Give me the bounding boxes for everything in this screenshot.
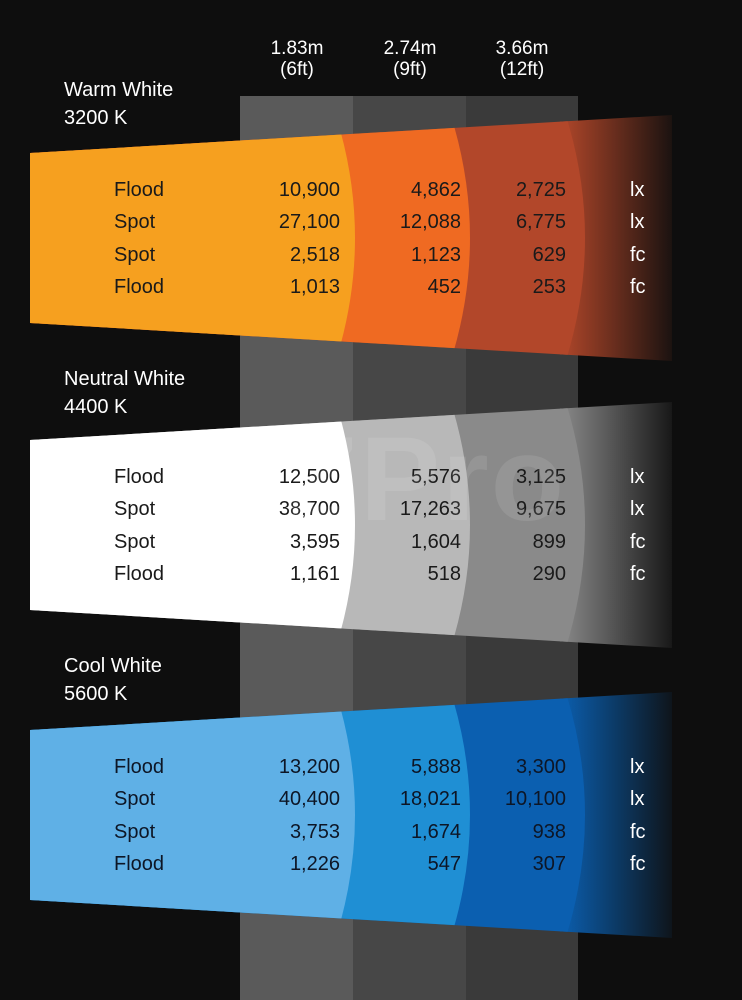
column-distance-meters: 1.83m <box>270 38 324 59</box>
unit-label: fc <box>630 563 646 585</box>
illuminance-value: 290 <box>532 563 566 585</box>
illuminance-value: 1,123 <box>410 244 461 266</box>
illuminance-value: 1,226 <box>289 853 340 875</box>
column-distance-feet: (6ft) <box>280 59 314 80</box>
unit-label: lx <box>630 498 645 520</box>
group-name: Warm White <box>64 79 174 101</box>
illuminance-value: 5,888 <box>410 756 461 778</box>
beam-mode-label: Spot <box>114 498 156 520</box>
illuminance-value: 253 <box>532 276 566 298</box>
illuminance-value: 3,300 <box>515 756 566 778</box>
color-temperature-title: Cool White 5600 K <box>64 652 162 708</box>
beam-mode-label: Flood <box>114 179 165 201</box>
illuminance-value: 18,021 <box>399 788 461 810</box>
light-band <box>30 692 672 938</box>
illuminance-value: 547 <box>427 853 461 875</box>
illuminance-value: 9,675 <box>515 498 566 520</box>
beam-mode-label: Spot <box>114 821 156 843</box>
unit-label: lx <box>630 756 645 778</box>
illuminance-value: 899 <box>532 531 566 553</box>
beam-mode-label: Flood <box>114 563 165 585</box>
group-name: Cool White <box>64 655 162 677</box>
unit-label: lx <box>630 466 645 488</box>
illuminance-value: 2,725 <box>515 179 566 201</box>
illuminance-value: 1,604 <box>410 531 461 553</box>
illuminance-value: 3,125 <box>515 466 566 488</box>
light-band <box>30 115 672 361</box>
illuminance-value: 12,500 <box>278 466 340 488</box>
unit-label: fc <box>630 276 646 298</box>
illuminance-value: 6,775 <box>515 211 566 233</box>
column-header: 2.74m (9ft) <box>355 38 465 80</box>
illuminance-value: 2,518 <box>289 244 340 266</box>
beam-mode-label: Spot <box>114 211 156 233</box>
illuminance-value: 10,900 <box>278 179 340 201</box>
column-distance-meters: 2.74m <box>383 38 437 59</box>
beam-mode-label: Spot <box>114 788 156 810</box>
band-zone-1 <box>30 115 355 361</box>
unit-label: lx <box>630 211 645 233</box>
unit-label: fc <box>630 531 646 553</box>
illuminance-value: 3,595 <box>289 531 340 553</box>
unit-label: fc <box>630 853 646 875</box>
color-temperature-title: Neutral White 4400 K <box>64 365 185 421</box>
illuminance-value: 452 <box>427 276 461 298</box>
illuminance-value: 38,700 <box>278 498 340 520</box>
band-zone-1 <box>30 692 355 938</box>
group-kelvin: 4400 K <box>64 396 128 418</box>
illuminance-value: 938 <box>532 821 566 843</box>
unit-label: lx <box>630 788 645 810</box>
illuminance-value: 5,576 <box>410 466 461 488</box>
column-distance-feet: (12ft) <box>499 59 545 80</box>
column-distance-meters: 3.66m <box>495 38 549 59</box>
beam-mode-label: Flood <box>114 466 165 488</box>
illuminance-value: 40,400 <box>278 788 340 810</box>
illuminance-value: 13,200 <box>278 756 340 778</box>
beam-mode-label: Spot <box>114 244 156 266</box>
illuminance-value: 307 <box>532 853 566 875</box>
beam-mode-label: Spot <box>114 531 156 553</box>
illuminance-value: 629 <box>532 244 566 266</box>
illuminance-value: 1,161 <box>289 563 340 585</box>
column-distance-feet: (9ft) <box>393 59 427 80</box>
illuminance-value: 17,263 <box>399 498 461 520</box>
illuminance-value: 10,100 <box>504 788 566 810</box>
band-zone-1 <box>30 402 355 648</box>
beam-mode-label: Flood <box>114 276 165 298</box>
column-header: 3.66m (12ft) <box>467 38 577 80</box>
illuminance-value: 1,674 <box>410 821 461 843</box>
illuminance-value: 1,013 <box>289 276 340 298</box>
column-header: 1.83m (6ft) <box>242 38 352 80</box>
illuminance-value: 12,088 <box>399 211 461 233</box>
unit-label: fc <box>630 821 646 843</box>
unit-label: lx <box>630 179 645 201</box>
group-kelvin: 3200 K <box>64 107 128 129</box>
illuminance-value: 27,100 <box>278 211 340 233</box>
beam-mode-label: Flood <box>114 853 165 875</box>
illuminance-value: 518 <box>427 563 461 585</box>
illuminance-value: 3,753 <box>289 821 340 843</box>
illuminance-value: 4,862 <box>410 179 461 201</box>
group-name: Neutral White <box>64 368 186 390</box>
group-kelvin: 5600 K <box>64 683 128 705</box>
unit-label: fc <box>630 244 646 266</box>
color-temperature-title: Warm White 3200 K <box>64 76 173 132</box>
beam-mode-label: Flood <box>114 756 165 778</box>
light-band <box>30 402 672 648</box>
